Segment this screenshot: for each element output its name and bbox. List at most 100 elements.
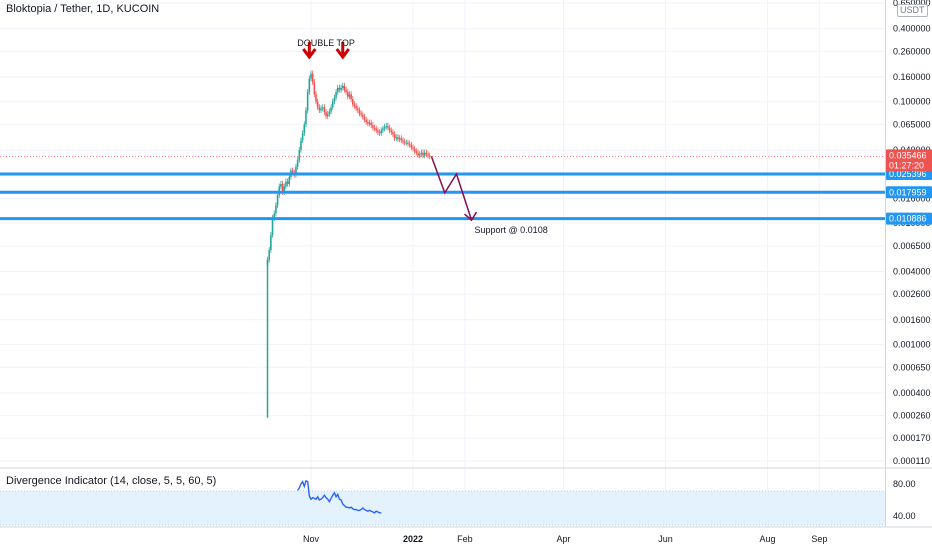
candle-body (270, 234, 272, 251)
candle-body (413, 148, 416, 152)
down-arrow-head (335, 48, 350, 60)
y-tick-label: 0.000400 (893, 388, 931, 398)
candle-body (355, 106, 357, 109)
indicator-label: Divergence Indicator (14, close, 5, 5, 6… (6, 475, 217, 487)
candle-body (330, 107, 332, 112)
candle-body (295, 167, 297, 175)
candle-body (315, 94, 317, 102)
candle-body (377, 130, 379, 133)
y-tick-label: 0.160000 (893, 72, 931, 82)
candle-body (291, 170, 294, 173)
candle-body (353, 104, 356, 107)
candle-body (283, 186, 286, 193)
double-top-markers (302, 42, 350, 60)
candle-body (268, 250, 270, 260)
candle-body (341, 85, 344, 88)
candle-body (367, 122, 369, 124)
pane-separators (0, 0, 932, 528)
countdown-label: 01:27:20 (889, 160, 924, 170)
candle-body (357, 108, 359, 111)
candle-body (393, 134, 396, 139)
candle-body (281, 184, 284, 193)
candle-body (415, 151, 418, 153)
candle-body (326, 114, 329, 117)
candle-body (301, 133, 304, 141)
candle-body (310, 73, 312, 79)
candle-body (288, 176, 291, 185)
candle-body (398, 138, 401, 140)
candle-body (362, 114, 364, 117)
candle-body (318, 107, 321, 111)
candle-body (285, 181, 287, 187)
currency-badge[interactable]: USDT (897, 4, 928, 17)
candle-layer (266, 70, 431, 418)
candle-body (328, 111, 331, 115)
candle-body (400, 138, 403, 141)
indicator-tick-label: 40.00 (893, 511, 916, 521)
candle-body (405, 142, 408, 144)
candle-body (412, 147, 414, 149)
candle-body (352, 99, 354, 105)
support-levels (0, 155, 885, 221)
candle-body (336, 87, 339, 93)
support-price-badge (886, 212, 932, 225)
candle-body (378, 132, 381, 134)
candle-body (425, 152, 428, 155)
indicator-line (297, 479, 382, 514)
y-tick-label: 0.400000 (893, 24, 931, 34)
candle-body (373, 127, 376, 129)
candle-body (346, 92, 349, 97)
candle-body (383, 126, 386, 129)
candle-body (423, 152, 426, 156)
candle-body (280, 184, 282, 187)
candle-body (380, 130, 383, 134)
y-tick-label: 0.004000 (893, 266, 931, 276)
candle-body (316, 101, 319, 108)
double-top-label: DOUBLE TOP (297, 38, 355, 48)
support-price-label: 0.025396 (889, 169, 927, 179)
candle-body (368, 122, 371, 124)
y-tick-label: 0.001600 (893, 315, 931, 325)
time-axis[interactable]: Nov 2022 Feb Apr Jun Aug Sep (303, 534, 827, 544)
candle-body (331, 101, 334, 108)
candle-body (420, 152, 423, 155)
candle-body (370, 122, 372, 126)
y-tick-label: 0.002600 (893, 289, 931, 299)
candle-body (397, 137, 399, 140)
support-price-label: 0.017959 (889, 187, 927, 197)
x-tick-label: 2022 (403, 534, 423, 544)
candle-body (340, 87, 342, 90)
grid-layer (0, 0, 885, 527)
x-tick-label: Feb (457, 534, 473, 544)
candle-body (320, 108, 322, 111)
candle-body (403, 141, 406, 143)
candle-body (395, 137, 398, 139)
candle-body (385, 126, 388, 128)
indicator-band (0, 491, 885, 525)
candle-body (335, 92, 337, 98)
candle-body (308, 78, 311, 93)
y-tick-label: 0.100000 (893, 97, 931, 107)
candle-body (390, 130, 393, 133)
candle-body (348, 94, 351, 97)
x-tick-label: Nov (303, 534, 320, 544)
projection-arrowhead (464, 211, 478, 222)
price-axis[interactable]: 0.6500000.4000000.2600000.1600000.100000… (886, 0, 932, 466)
candle-body (372, 125, 374, 128)
candle-body (358, 110, 361, 114)
candle-body (325, 112, 327, 117)
x-tick-label: Aug (759, 534, 775, 544)
candle-body (422, 152, 424, 156)
candle-body (382, 128, 384, 131)
candle-body (266, 259, 269, 266)
candle-body (303, 124, 306, 134)
indicator-pane: 80.00 40.00 (0, 479, 916, 526)
candle-body (271, 218, 274, 235)
y-tick-label: 0.001000 (893, 340, 931, 350)
x-tick-label: Apr (556, 534, 570, 544)
indicator-tick-label: 80.00 (893, 479, 916, 489)
candle-body (407, 142, 409, 144)
candle-body (338, 87, 341, 90)
